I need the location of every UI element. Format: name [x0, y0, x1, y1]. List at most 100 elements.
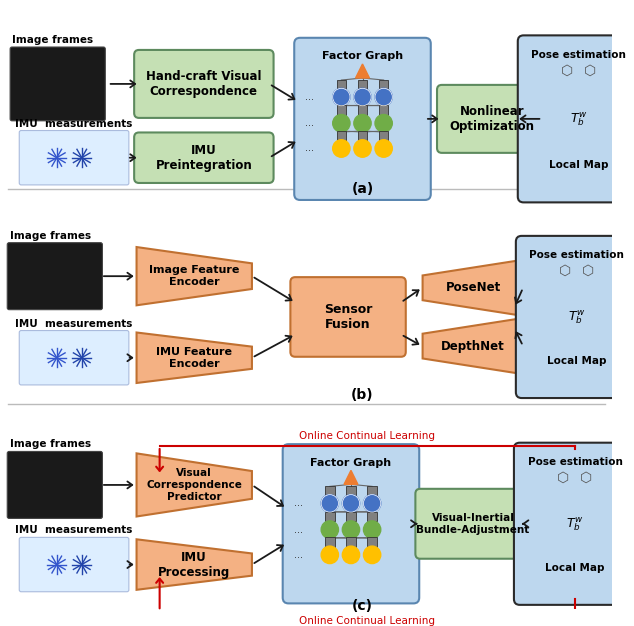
Circle shape [354, 140, 371, 157]
Text: IMU  measurements: IMU measurements [15, 118, 133, 128]
Bar [325, 486, 335, 496]
Circle shape [333, 140, 350, 157]
Bar [367, 511, 377, 521]
Bar [367, 486, 377, 496]
Text: (a): (a) [351, 182, 373, 196]
Text: ...: ... [294, 498, 302, 508]
Circle shape [321, 495, 339, 512]
Text: IMU
Preintegration: IMU Preintegration [155, 144, 252, 172]
Bar [325, 511, 335, 521]
Text: ...: ... [294, 550, 302, 560]
Bar [358, 131, 367, 141]
Circle shape [363, 546, 381, 563]
Text: Local Map: Local Map [549, 160, 609, 170]
Circle shape [342, 495, 359, 512]
Text: Image frames: Image frames [11, 35, 93, 45]
Text: ⬡: ⬡ [557, 471, 569, 485]
Text: ⬡: ⬡ [585, 63, 597, 78]
Text: ...: ... [305, 92, 314, 102]
FancyBboxPatch shape [283, 444, 419, 603]
FancyBboxPatch shape [7, 451, 103, 518]
Circle shape [342, 546, 359, 563]
FancyBboxPatch shape [19, 537, 129, 592]
Bar [379, 105, 389, 115]
Text: Visual-Inertial
Bundle-Adjustment: Visual-Inertial Bundle-Adjustment [417, 513, 529, 535]
Bar [337, 131, 346, 141]
Text: Nonlinear
Optimization: Nonlinear Optimization [450, 105, 535, 133]
Polygon shape [136, 540, 252, 590]
Text: IMU  measurements: IMU measurements [15, 319, 133, 329]
Text: Online Continual Learning: Online Continual Learning [299, 431, 436, 441]
Bar [346, 486, 356, 496]
Text: Image Feature
Encoder: Image Feature Encoder [149, 265, 240, 287]
Polygon shape [136, 332, 252, 383]
Polygon shape [423, 260, 524, 316]
Text: Hand-craft Visual
Correspondence: Hand-craft Visual Correspondence [146, 70, 262, 98]
Text: DepthNet: DepthNet [441, 339, 505, 352]
Bar [367, 537, 377, 547]
Circle shape [342, 521, 359, 538]
Text: (c): (c) [352, 599, 373, 613]
Text: Image frames: Image frames [10, 439, 91, 449]
FancyBboxPatch shape [7, 243, 103, 310]
Text: Factor Graph: Factor Graph [311, 458, 392, 468]
FancyBboxPatch shape [290, 277, 406, 357]
Text: Image frames: Image frames [10, 231, 91, 241]
Bar [346, 511, 356, 521]
Bar [337, 105, 346, 115]
Bar [358, 105, 367, 115]
FancyBboxPatch shape [19, 331, 129, 385]
Polygon shape [136, 247, 252, 305]
Bar [379, 80, 389, 90]
Text: (b): (b) [351, 387, 374, 402]
Circle shape [363, 495, 381, 512]
FancyBboxPatch shape [19, 131, 129, 185]
FancyBboxPatch shape [134, 133, 273, 183]
FancyBboxPatch shape [10, 47, 105, 121]
FancyBboxPatch shape [516, 236, 634, 398]
FancyBboxPatch shape [415, 489, 531, 559]
Text: Pose estimation: Pose estimation [531, 50, 626, 60]
Text: PoseNet: PoseNet [446, 281, 501, 294]
Polygon shape [423, 318, 524, 374]
Circle shape [333, 88, 350, 106]
Text: Factor Graph: Factor Graph [322, 51, 403, 61]
Polygon shape [344, 470, 358, 485]
Circle shape [363, 521, 381, 538]
Polygon shape [136, 453, 252, 516]
FancyBboxPatch shape [437, 85, 548, 153]
FancyBboxPatch shape [518, 36, 634, 202]
Text: ⬡: ⬡ [561, 63, 573, 78]
Circle shape [375, 115, 392, 132]
Circle shape [354, 115, 371, 132]
Circle shape [321, 546, 339, 563]
Text: IMU
Processing: IMU Processing [158, 550, 230, 578]
Text: IMU Feature
Encoder: IMU Feature Encoder [156, 347, 232, 369]
Bar [325, 537, 335, 547]
Text: Pose estimation: Pose estimation [529, 250, 624, 260]
Circle shape [354, 88, 371, 106]
Text: Local Map: Local Map [547, 356, 607, 366]
Bar [358, 80, 367, 90]
Polygon shape [356, 64, 370, 78]
Text: ⬡: ⬡ [583, 264, 595, 278]
Bar [379, 131, 389, 141]
Text: ⬡: ⬡ [581, 471, 593, 485]
Text: Local Map: Local Map [545, 563, 605, 573]
Circle shape [333, 115, 350, 132]
Text: Pose estimation: Pose estimation [527, 457, 623, 467]
Text: ...: ... [294, 525, 302, 535]
Text: $T_b^w$: $T_b^w$ [566, 515, 584, 533]
Text: Sensor
Fusion: Sensor Fusion [324, 303, 372, 331]
Text: $T_b^w$: $T_b^w$ [568, 308, 586, 326]
Bar [337, 80, 346, 90]
FancyBboxPatch shape [134, 50, 273, 118]
Bar [346, 537, 356, 547]
Circle shape [375, 140, 392, 157]
Text: IMU  measurements: IMU measurements [15, 525, 133, 535]
Text: Visual
Correspondence
Predictor: Visual Correspondence Predictor [146, 468, 242, 501]
FancyBboxPatch shape [514, 443, 634, 605]
Text: $T_b^w$: $T_b^w$ [570, 110, 588, 128]
Circle shape [375, 88, 392, 106]
Text: ⬡: ⬡ [559, 264, 571, 278]
